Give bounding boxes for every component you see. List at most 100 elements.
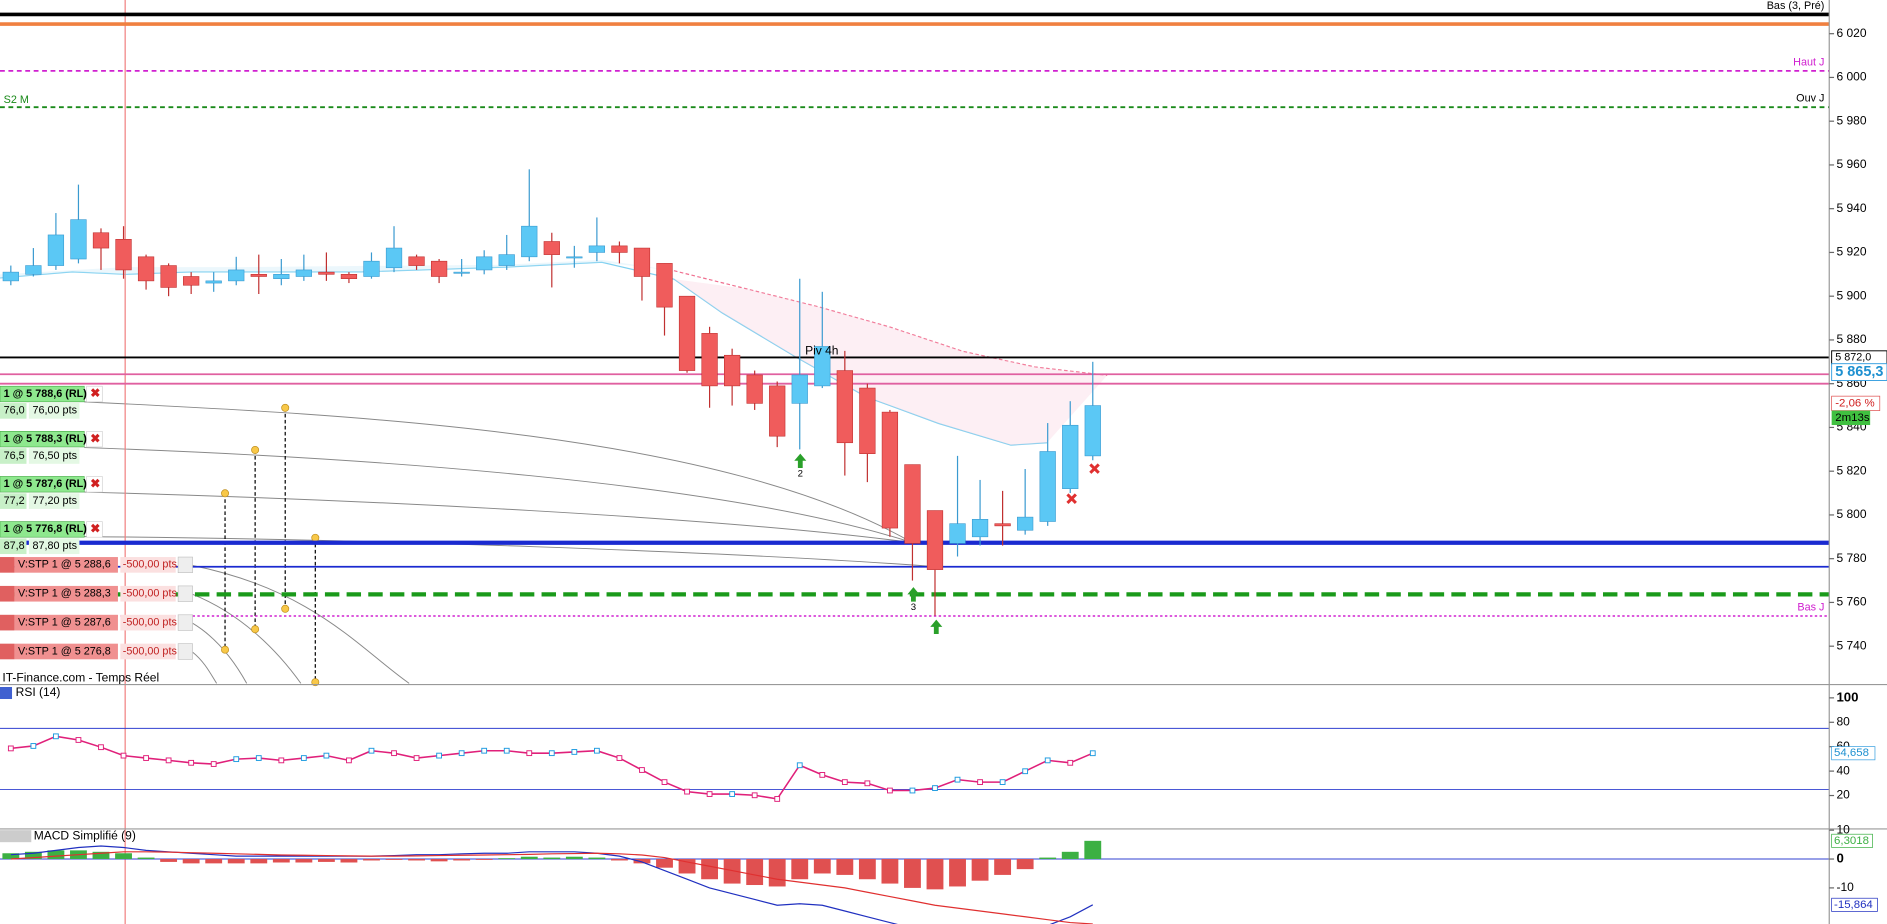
signal-label: 2: [798, 469, 803, 480]
histogram-bar: [723, 859, 741, 884]
order-pts: 76,50 pts: [32, 450, 77, 462]
candle-body: [205, 280, 222, 284]
histogram-bar: [160, 859, 178, 862]
histogram-bar: [115, 853, 132, 860]
rsi-point: [1089, 750, 1096, 757]
stop-close[interactable]: [177, 585, 193, 602]
stop-pts-box: [120, 557, 176, 573]
histogram-bar: [340, 859, 358, 863]
stop-close[interactable]: [177, 556, 193, 573]
histogram-bar: [24, 851, 42, 860]
stop-tag: [14, 585, 118, 602]
candle-body: [1062, 424, 1079, 489]
y-tick-label: 40: [1836, 763, 1850, 777]
stop-icon: [0, 585, 15, 602]
histogram-bar: [475, 859, 493, 860]
order-tag: [0, 431, 85, 448]
stop-pts-box: [120, 643, 176, 660]
stop-close[interactable]: [177, 643, 193, 660]
y-tick-label: 5 800: [1836, 507, 1866, 521]
order-pts-box: [28, 493, 80, 509]
order-label: 1 @ 5 788,6 (RL): [4, 388, 88, 400]
candle-body: [881, 411, 899, 529]
rsi-point: [165, 757, 172, 764]
order-close[interactable]: [86, 521, 103, 538]
stop-close[interactable]: [177, 614, 193, 631]
y-tick-label: 6 020: [1836, 26, 1866, 40]
ma-band: [0, 259, 674, 278]
rsi-point: [616, 755, 623, 761]
candle-body: [273, 274, 290, 279]
rsi-point: [729, 791, 736, 797]
candle-body: [498, 254, 515, 266]
candle-body: [70, 219, 87, 260]
signal-line: [10, 851, 1093, 924]
order-close-icon: ✖: [90, 431, 100, 445]
rsi-point: [323, 752, 330, 759]
rsi-point: [503, 747, 510, 754]
histogram-bar: [1039, 857, 1057, 860]
candle-body: [949, 523, 966, 544]
candle-body: [724, 354, 741, 387]
histogram-bar: [92, 851, 110, 860]
histogram-bar: [656, 859, 673, 868]
source-label: IT-Finance.com - Temps Réel: [2, 671, 159, 685]
y-tick-label: 6 000: [1836, 70, 1866, 84]
order-close[interactable]: [86, 431, 103, 448]
order-tag: [0, 521, 85, 538]
macd-icons: [0, 830, 32, 843]
candle-body: [746, 374, 763, 404]
moving-average-dashed: [673, 270, 1108, 376]
order-gain-box: [0, 403, 27, 419]
rsi-point: [210, 761, 217, 767]
rsi-point: [255, 755, 262, 761]
candle-body: [250, 274, 267, 277]
histogram-bar: [701, 859, 719, 880]
stop-pts: -500,00 pts: [123, 645, 178, 657]
order-close[interactable]: [86, 476, 103, 493]
y-tick-label: 100: [1836, 689, 1858, 704]
signal-label: 3: [911, 602, 916, 613]
rsi-title: RSI (14): [16, 685, 61, 699]
y-tick-label: -10: [1836, 880, 1854, 894]
macd-panel: [0, 840, 1830, 890]
candle-body: [476, 256, 493, 271]
candle-body: [769, 385, 786, 437]
rsi-point: [639, 767, 645, 773]
stop-pts-box: [120, 585, 176, 602]
price-tag: 5 865,3: [1835, 364, 1883, 380]
order-pts: 87,80 pts: [32, 540, 77, 552]
candle-body: [678, 295, 696, 371]
order-label: 1 @ 5 788,3 (RL): [4, 433, 88, 445]
candle-body: [1084, 405, 1101, 457]
price-tag-box: [1831, 363, 1887, 381]
candle-body: [994, 523, 1011, 527]
macd-value-box: [1831, 897, 1878, 912]
macd-title: MACD Simplifié (9): [34, 828, 136, 842]
candle-body: [295, 269, 312, 277]
level-label: Haut J: [1793, 56, 1824, 68]
histogram-bar: [994, 859, 1012, 875]
level-label: S2 M: [4, 94, 29, 106]
rsi-point: [593, 747, 600, 754]
histogram-bar: [385, 859, 403, 860]
order-close[interactable]: [86, 385, 103, 403]
stop-pts: -500,00 pts: [123, 588, 178, 600]
rsi-point: [1044, 757, 1051, 764]
order-tag: [0, 476, 85, 493]
histogram-bar: [791, 859, 809, 880]
stop-icon: [0, 557, 15, 573]
candle-body: [521, 225, 538, 258]
rsi-value-box: [1831, 746, 1876, 761]
histogram-value-box: [1831, 833, 1873, 848]
histogram-bar: [768, 859, 786, 887]
y-tick-label: 5 900: [1836, 288, 1866, 302]
rsi-point: [548, 750, 555, 757]
candle-body: [701, 333, 718, 387]
order-label: 1 @ 5 776,8 (RL): [4, 523, 88, 535]
y-tick-label: 5 940: [1836, 201, 1866, 215]
rsi-point: [819, 772, 826, 778]
